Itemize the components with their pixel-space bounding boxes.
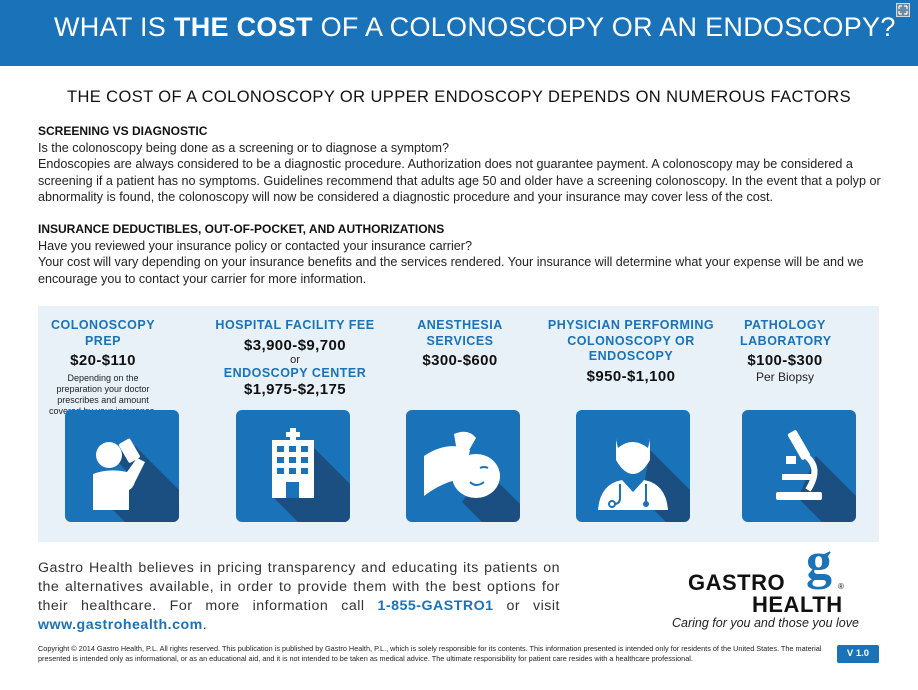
physician-label: PHYSICIAN PERFORMING COLONOSCOPY OR ENDO… — [547, 318, 715, 363]
version-badge: V 1.0 — [837, 645, 879, 663]
cost-anesthesia: ANESTHESIA SERVICES $300-$600 — [408, 318, 512, 370]
screening-body: Endoscopies are always considered to be … — [38, 157, 881, 204]
cost-physician: PHYSICIAN PERFORMING COLONOSCOPY OR ENDO… — [544, 318, 718, 386]
endoscopy-center-label: ENDOSCOPY CENTER — [223, 365, 367, 380]
anesthesia-label: ANESTHESIA SERVICES — [417, 318, 503, 348]
copyright-text: Copyright © 2014 Gastro Health, P.L. All… — [38, 644, 822, 663]
page-header: WHAT IS THE COST OF A COLONOSCOPY OR AN … — [0, 0, 918, 66]
hospital-building-icon — [236, 410, 350, 522]
insurance-question: Have you reviewed your insurance policy … — [38, 238, 472, 253]
anesthesia-price: $300-$600 — [422, 352, 498, 369]
insurance-body: Your cost will vary depending on your in… — [38, 255, 864, 286]
screening-section: SCREENING VS DIAGNOSTIC Is the colonosco… — [38, 123, 882, 206]
phone-link[interactable]: 1-855-GASTRO1 — [377, 598, 494, 614]
insurance-section: INSURANCE DEDUCTIBLES, OUT-OF-POCKET, AN… — [38, 221, 882, 287]
facility-price: $3,900-$9,700 — [244, 336, 346, 354]
endoscopy-center-price: $1,975-$2,175 — [244, 381, 346, 398]
physician-price: $950-$1,100 — [586, 367, 676, 385]
logo-word-health: HEALTH — [752, 592, 843, 617]
pathology-sub: Per Biopsy — [755, 370, 815, 384]
footer-text: Gastro Health believes in pricing transp… — [38, 560, 560, 633]
doctor-icon — [576, 410, 690, 522]
facility-label: HOSPITAL FACILITY FEE — [215, 318, 375, 332]
person-drinking-icon — [65, 410, 179, 522]
website-link[interactable]: www.gastrohealth.com — [38, 617, 203, 633]
subheading: THE COST OF A COLONOSCOPY OR UPPER ENDOS… — [67, 88, 851, 106]
cost-pathology: PATHOLOGY LABORATORY $100-$300 Per Biops… — [740, 318, 832, 384]
pathology-price: $100-$300 — [747, 352, 823, 369]
prep-price: $20-$110 — [70, 352, 136, 369]
gastro-health-logo: g GASTRO ® HEALTH — [686, 536, 856, 620]
cost-facility: HOSPITAL FACILITY FEE $3,900-$9,700 or E… — [210, 318, 380, 399]
logo-word-gastro: GASTRO — [688, 570, 786, 595]
prep-label: COLONOSCOPY PREP — [50, 318, 156, 348]
cost-prep: COLONOSCOPY PREP $20-$110 Depending on t… — [44, 318, 162, 417]
logo-mark: g — [806, 533, 832, 590]
cost-panel: COLONOSCOPY PREP $20-$110 Depending on t… — [38, 306, 879, 542]
screening-question: Is the colonoscopy being done as a scree… — [38, 140, 449, 155]
sleeping-patient-icon — [406, 410, 520, 522]
screening-heading: SCREENING VS DIAGNOSTIC — [38, 124, 208, 138]
registered-mark: ® — [838, 582, 844, 591]
pathology-label: PATHOLOGY LABORATORY — [740, 318, 832, 348]
microscope-icon — [742, 410, 856, 522]
tagline: Caring for you and those you love — [672, 616, 859, 630]
insurance-heading: INSURANCE DEDUCTIBLES, OUT-OF-POCKET, AN… — [38, 222, 445, 236]
facility-or: or — [290, 353, 300, 366]
expand-icon[interactable] — [896, 3, 910, 17]
page-title: WHAT IS THE COST OF A COLONOSCOPY OR AN … — [54, 12, 896, 42]
